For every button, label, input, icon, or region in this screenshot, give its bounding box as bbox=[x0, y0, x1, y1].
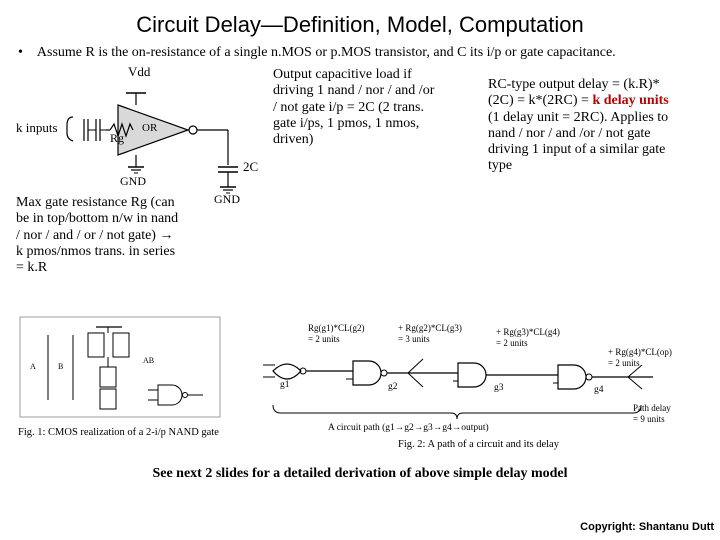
copyright: Copyright: Shantanu Dutt bbox=[580, 521, 714, 534]
fig1-caption: Fig. 1: CMOS realization of a 2-i/p NAND… bbox=[18, 427, 228, 439]
edge3-label: + Rg(g3)*CL(g4) = 2 units bbox=[496, 327, 560, 348]
fig2-caption: Fig. 2: A path of a circuit and its dela… bbox=[398, 439, 559, 451]
g2-label: g2 bbox=[388, 382, 398, 393]
g1-label: g1 bbox=[280, 380, 290, 391]
assumption-bullet: • Assume R is the on-resistance of a sin… bbox=[18, 45, 702, 61]
lower-area: A B AB Fig. 1: CMOS realization of a 2-i… bbox=[18, 305, 702, 460]
rg-label: Rg bbox=[110, 132, 124, 146]
g3-label: g3 bbox=[494, 383, 504, 394]
svg-text:B: B bbox=[58, 362, 63, 371]
or-label: OR bbox=[142, 122, 157, 135]
path-delay: Path delay = 9 units bbox=[633, 403, 671, 424]
right-text-b: k delay units bbox=[592, 93, 668, 108]
path-label: A circuit path (g1→g2→g3→g4→output) bbox=[328, 423, 489, 434]
edge1-label: Rg(g1)*CL(g2) = 2 units bbox=[308, 323, 365, 344]
g4-label: g4 bbox=[594, 385, 604, 396]
caption-left: Max gate resistance Rg (can be in top/bo… bbox=[16, 195, 181, 275]
bullet-dot: • bbox=[18, 45, 23, 61]
right-text: RC-type output delay = (k.R)*(2C) = k*(2… bbox=[488, 77, 673, 174]
edge2-label: + Rg(g2)*CL(g3) = 3 units bbox=[398, 323, 462, 344]
diagram-area: Vdd k inputs Rg OR GND 2C GND Output cap… bbox=[18, 65, 702, 305]
svg-text:A: A bbox=[30, 362, 36, 371]
gnd2-label: GND bbox=[214, 193, 240, 207]
footnote: See next 2 slides for a detailed derivat… bbox=[18, 466, 702, 482]
two-c-label: 2C bbox=[243, 160, 258, 175]
page-title: Circuit Delay—Definition, Model, Computa… bbox=[18, 12, 702, 37]
edge4-label: + Rg(g4)*CL(op) = 2 units bbox=[608, 347, 672, 368]
svg-text:AB: AB bbox=[143, 356, 154, 365]
fig1-cmos: A B AB bbox=[18, 315, 223, 425]
right-text-c: (1 delay unit = 2RC). Applies to nand / … bbox=[488, 110, 668, 173]
center-text: Output capacitive load if driving 1 nand… bbox=[273, 67, 438, 147]
k-inputs-label: k inputs bbox=[16, 121, 58, 136]
vdd-label: Vdd bbox=[128, 65, 150, 80]
gnd-label: GND bbox=[120, 175, 146, 189]
bullet-text: Assume R is the on-resistance of a singl… bbox=[37, 45, 616, 61]
